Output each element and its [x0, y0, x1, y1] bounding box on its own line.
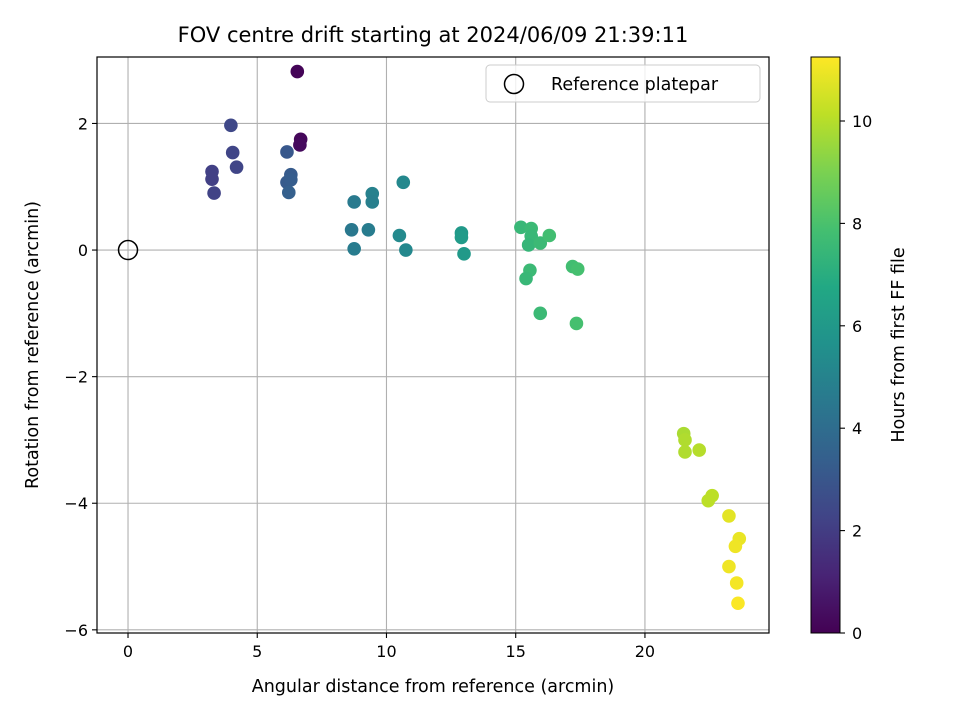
- data-point: [399, 243, 413, 257]
- data-point: [347, 195, 361, 209]
- colorbar-gradient: [810, 56, 841, 634]
- data-point: [514, 220, 528, 235]
- data-point: [224, 118, 238, 133]
- data-point: [569, 316, 584, 331]
- legend-marker-icon: [503, 73, 525, 95]
- x-tick-label: 5: [252, 642, 262, 661]
- data-point: [229, 160, 244, 174]
- reference-marker: [117, 239, 139, 261]
- data-point: [365, 195, 380, 209]
- y-tick-label: −6: [64, 621, 88, 640]
- data-point: [570, 262, 585, 276]
- data-point: [454, 230, 469, 245]
- data-point: [225, 145, 240, 160]
- x-tick-label: 10: [376, 642, 396, 661]
- data-point: [361, 223, 376, 237]
- colorbar: 0 2 4 6 8 10 Hours from first FF file: [810, 56, 909, 643]
- x-tick-label: 20: [635, 642, 655, 661]
- legend-box: [485, 64, 761, 103]
- data-point: [344, 223, 359, 237]
- y-axis-label: Rotation from reference (arcmin): [23, 201, 43, 489]
- data-point: [728, 539, 743, 554]
- grid-lines: [97, 57, 769, 633]
- data-point: [701, 493, 716, 508]
- colorbar-tick-label: 8: [852, 214, 862, 233]
- data-point: [281, 185, 296, 200]
- colorbar-label: Hours from first FF file: [889, 247, 909, 442]
- colorbar-tick-label: 6: [852, 317, 862, 336]
- data-point: [542, 228, 557, 243]
- data-point: [731, 596, 745, 611]
- data-point: [678, 445, 692, 459]
- y-tick-label: −4: [64, 494, 88, 513]
- colorbar-tick-label: 4: [852, 419, 862, 438]
- data-point: [533, 306, 548, 321]
- legend-label: Reference platepar: [551, 75, 719, 95]
- y-tick-label: 0: [78, 241, 88, 260]
- legend: Reference platepar: [485, 64, 761, 103]
- x-tick-label: 15: [506, 642, 526, 661]
- data-point: [722, 559, 736, 574]
- data-point: [205, 172, 219, 186]
- plot-frame: [96, 56, 770, 634]
- colorbar-tick-label: 10: [852, 112, 872, 131]
- x-tick-label: 0: [123, 642, 133, 661]
- colorbar-tick-label: 2: [852, 522, 862, 541]
- data-point: [729, 576, 744, 590]
- y-tick-label: −2: [64, 368, 88, 387]
- data-point: [692, 443, 707, 457]
- data-point: [533, 236, 548, 250]
- data-point: [284, 172, 298, 187]
- data-point: [207, 186, 221, 200]
- colorbar-ticks: 0 2 4 6 8 10: [840, 112, 872, 643]
- data-point: [457, 247, 471, 261]
- colorbar-tick-label: 0: [852, 624, 862, 643]
- data-point: [347, 241, 361, 256]
- data-point: [392, 228, 407, 243]
- data-point: [280, 145, 294, 159]
- chart-title: FOV centre drift starting at 2024/06/09 …: [178, 23, 689, 47]
- y-axis-ticks: −6 −4 −2 0 2: [64, 114, 97, 640]
- data-point: [521, 238, 536, 252]
- data-point: [678, 433, 692, 447]
- data-point: [293, 138, 307, 152]
- y-tick-label: 2: [78, 114, 88, 133]
- data-point: [722, 509, 736, 523]
- data-point: [396, 175, 411, 190]
- x-axis-label: Angular distance from reference (arcmin): [252, 677, 615, 697]
- data-points: [205, 64, 747, 611]
- data-point: [519, 271, 533, 286]
- data-point: [290, 64, 305, 79]
- x-axis-ticks: 0 5 10 15 20: [123, 633, 655, 661]
